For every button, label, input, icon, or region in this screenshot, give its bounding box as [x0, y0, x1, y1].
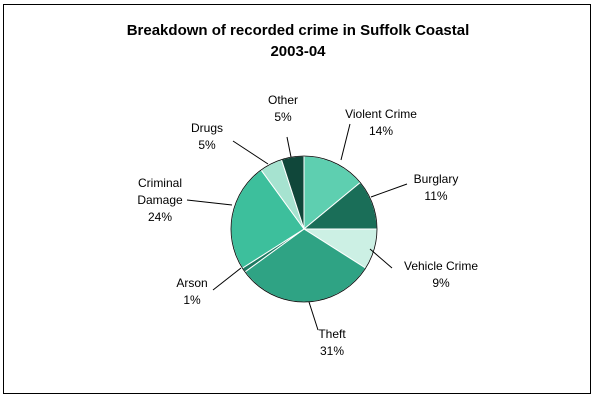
slice-value-drugs: 5% [198, 138, 216, 152]
pie-outline [230, 155, 378, 303]
leader-lines [186, 123, 408, 331]
chart-title-line-1: Breakdown of recorded crime in Suffolk C… [126, 22, 470, 39]
pie-chart: Violent Crime 14% Burglary 11% Vehicle Crime… [137, 93, 478, 358]
slice-label-other: Other [268, 93, 298, 107]
slice-value-burglary: 11% [424, 189, 447, 203]
slice-label-criminal-damage: Criminal [138, 176, 182, 190]
leader-line-burglary [370, 183, 408, 198]
slice-value-arson: 1% [183, 293, 201, 307]
leader-line-theft [308, 301, 319, 331]
slice-labels: Violent Crime 14% Burglary 11% Vehicle Crime… [137, 93, 478, 358]
pie-slices [230, 155, 378, 303]
slice-value-other: 5% [274, 110, 292, 124]
slice-value-vehicle-crime: 9% [432, 276, 450, 290]
leader-line-drugs [232, 140, 269, 165]
slice-label-drugs: Drugs [191, 121, 223, 135]
slice-label-theft: Theft [318, 327, 346, 341]
chart-title-line-2: 2003-04 [270, 43, 326, 60]
leader-line-criminal-damage [186, 199, 233, 206]
chart-title: Breakdown of recorded crime in Suffolk C… [0, 20, 596, 62]
slice-label-arson: Arson [176, 276, 207, 290]
slice-label-burglary: Burglary [414, 172, 459, 186]
leader-line-arson [212, 267, 242, 291]
slice-value-violent-crime: 14% [369, 124, 393, 138]
leader-line-vehicle-crime [369, 248, 393, 269]
slice-value-theft: 31% [320, 344, 344, 358]
slice-label-vehicle-crime: Vehicle Crime [404, 259, 478, 273]
slice-label-criminal-damage: Damage [137, 193, 183, 207]
leader-line-other [286, 136, 292, 158]
slice-label-violent-crime: Violent Crime [345, 107, 417, 121]
slice-value-criminal-damage: 24% [148, 210, 172, 224]
leader-line-violent-crime [340, 123, 351, 161]
